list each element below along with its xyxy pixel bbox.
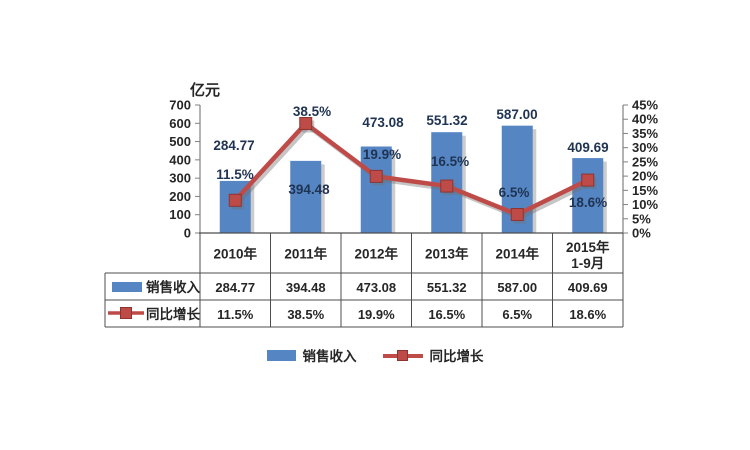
table-growth-value: 6.5%: [502, 307, 532, 322]
table-year-label: 2012年: [354, 246, 398, 262]
bar: [290, 160, 322, 233]
table-sales-value: 551.32: [427, 280, 467, 295]
sales-series-swatch: [266, 349, 296, 361]
y-axis-right-tick-label: 20%: [632, 169, 658, 184]
y-axis-right-tick-label: 5%: [632, 211, 651, 226]
bar-value-label: 551.32: [426, 113, 467, 128]
line-value-label: 16.5%: [431, 154, 469, 169]
table-growth-value: 38.5%: [287, 307, 324, 322]
y-axis-left-tick-label: 300: [169, 171, 191, 186]
bar: [360, 146, 392, 233]
line-marker: [510, 208, 524, 222]
table-growth-swatch-marker: [120, 307, 132, 319]
legend-label-sales: 销售收入: [302, 349, 357, 364]
table-sales-value: 409.69: [568, 280, 608, 295]
table-sales-value: 473.08: [356, 280, 396, 295]
y-axis-left-tick-label: 400: [169, 152, 191, 167]
bar-value-label: 587.00: [496, 107, 537, 122]
y-axis-right-tick-label: 40%: [632, 112, 658, 127]
legend-label-growth: 同比增长: [429, 349, 484, 364]
bar-value-label: 284.77: [213, 138, 254, 153]
y-axis-left-tick-label: 200: [169, 189, 191, 204]
table-growth-series-name: 同比增长: [146, 306, 200, 322]
line-marker: [299, 116, 313, 130]
y-axis-right-tick-label: 30%: [632, 140, 658, 155]
y-axis-right-tick-label: 45%: [632, 98, 658, 113]
line-marker: [581, 173, 595, 187]
table-growth-value: 11.5%: [217, 307, 254, 322]
y-axis-left-tick-label: 500: [169, 134, 191, 149]
growth-marker-icon: [396, 349, 408, 361]
table-sales-value: 587.00: [497, 280, 537, 295]
line-value-label: 19.9%: [363, 147, 401, 162]
legend-item-sales: 销售收入: [266, 345, 357, 365]
y-axis-unit-label: 亿元: [190, 82, 221, 99]
table-sales-swatch: [112, 282, 142, 292]
growth-line: [233, 120, 589, 217]
line-value-label: 11.5%: [216, 167, 254, 182]
table-sales-value: 284.77: [215, 280, 255, 295]
table-sales-value: 394.48: [286, 280, 326, 295]
y-axis-right-tick-label: 10%: [632, 197, 658, 212]
bar: [572, 158, 604, 233]
table-year-label: 2014年: [495, 246, 539, 262]
table-growth-value: 19.9%: [358, 307, 395, 322]
y-axis-right-tick-label: 0%: [632, 226, 651, 241]
y-axis-left-tick-label: 0: [184, 226, 191, 241]
y-axis-right-tick-label: 15%: [632, 183, 658, 198]
line-marker: [369, 169, 383, 183]
growth-series-swatch: [382, 349, 423, 362]
table-year-label: 1-9月: [571, 256, 604, 271]
y-axis-right-tick-label: 25%: [632, 154, 658, 169]
line-marker: [440, 179, 454, 193]
table-year-label: 2010年: [213, 246, 257, 262]
y-axis-left-tick-label: 100: [169, 207, 191, 222]
table-year-label: 2011年: [284, 246, 327, 262]
table-sales-series-name: 销售收入: [146, 279, 200, 295]
bar-value-label: 473.08: [362, 115, 404, 130]
line-value-label: 18.6%: [569, 195, 607, 210]
table-growth-value: 16.5%: [428, 307, 465, 322]
y-axis-right-tick-label: 35%: [632, 126, 658, 141]
table-year-label: 2013年: [425, 246, 469, 262]
bar-value-label: 394.48: [288, 182, 330, 197]
table-year-label: 2015年: [566, 239, 610, 255]
line-value-label: 38.5%: [293, 104, 331, 119]
growth-line-shadow: [236, 123, 592, 220]
legend-item-growth: 同比增长: [382, 345, 484, 365]
line-value-label: 6.5%: [499, 185, 530, 200]
chart-legend: 销售收入 同比增长: [0, 345, 750, 365]
line-marker: [228, 193, 242, 207]
y-axis-left-tick-label: 700: [169, 98, 191, 113]
bar-value-label: 409.69: [567, 140, 608, 155]
table-growth-value: 18.6%: [569, 307, 606, 322]
y-axis-left-tick-label: 600: [169, 116, 191, 131]
